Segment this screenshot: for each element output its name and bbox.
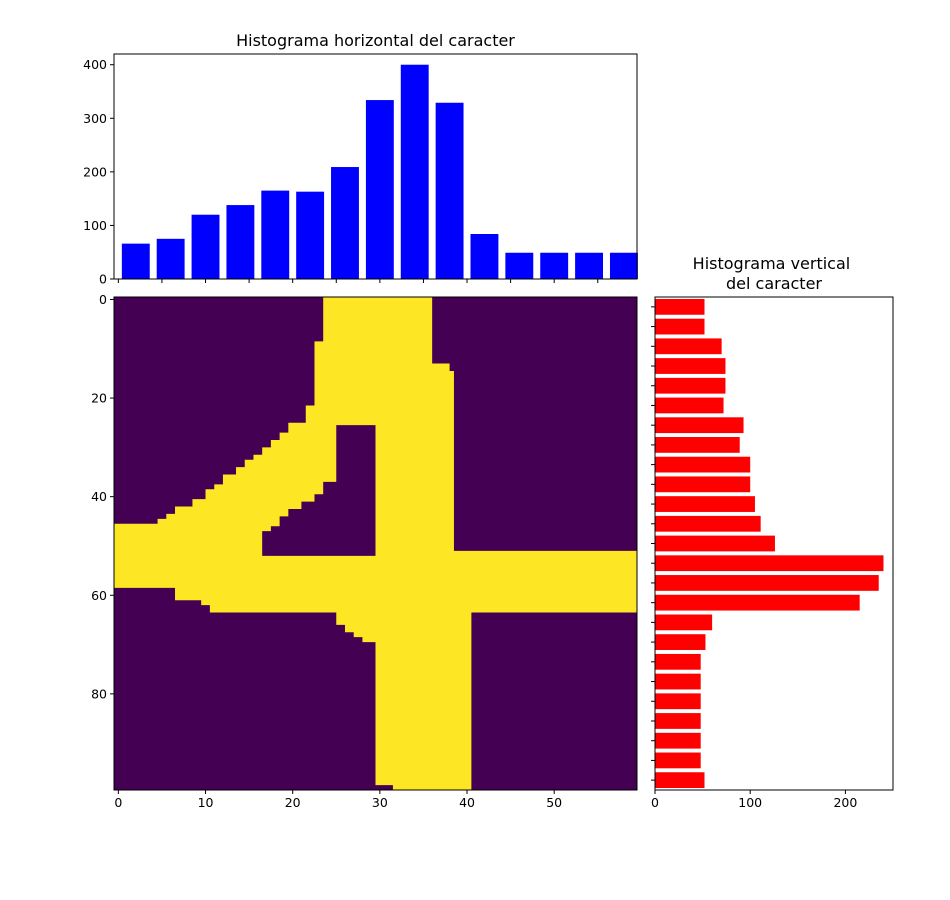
horizontal-histogram-bar (575, 252, 604, 279)
vertical-histogram-bar (655, 575, 879, 591)
vertical-histogram-bar (655, 653, 701, 670)
image-y-ticks: 0 20 40 60 80 (91, 292, 114, 701)
x-tick-label: 30 (372, 795, 388, 810)
vertical-histogram-title: Histograma vertical del caracter (693, 254, 856, 293)
horizontal-histogram-bar (609, 252, 638, 279)
y-tick-label: 60 (91, 588, 107, 603)
vertical-histogram-bar (655, 397, 724, 414)
vertical-histogram-bar (655, 693, 701, 710)
vertical-histogram: Histograma vertical del caracter 0 100 200 (651, 254, 894, 810)
vertical-histogram-bar (655, 752, 701, 769)
horizontal-histogram-bar (331, 167, 359, 279)
horizontal-histogram-bar (470, 234, 499, 279)
horizontal-histogram: Histograma horizontal del caracter 0 100 2… (83, 31, 638, 287)
horizontal-histogram-bar (121, 243, 150, 279)
vertical-histogram-bars (655, 298, 884, 789)
horizontal-histogram-bar (156, 238, 185, 279)
vertical-histogram-bar (655, 713, 701, 729)
image-x-ticks: 0 10 20 30 40 50 (114, 790, 562, 810)
x-tick-label: 200 (833, 795, 857, 810)
horizontal-histogram-bars (121, 64, 638, 279)
vertical-histogram-bar (655, 298, 705, 315)
vertical-histogram-bar (655, 634, 706, 650)
vertical-histogram-bar (655, 417, 744, 434)
y-tick-label: 100 (83, 218, 107, 233)
vertical-histogram-bar (655, 594, 860, 611)
vertical-histogram-bar (655, 377, 726, 394)
character-image-raster (114, 297, 637, 790)
horizontal-histogram-bar (365, 100, 394, 279)
vertical-histogram-bar (655, 555, 884, 572)
vertical-histogram-title-line-1: Histograma vertical (693, 254, 851, 273)
horizontal-histogram-y-ticks: 0 100 200 300 400 (83, 57, 114, 287)
horizontal-histogram-title: Histograma horizontal del caracter (236, 31, 515, 50)
vertical-histogram-bar (655, 732, 701, 749)
vertical-histogram-bar (655, 535, 775, 552)
vertical-histogram-title-line-2: del caracter (726, 274, 822, 293)
horizontal-histogram-bar (505, 252, 534, 279)
vertical-histogram-bar (655, 496, 755, 512)
vertical-histogram-bar (655, 614, 713, 631)
horizontal-histogram-bar (540, 252, 569, 279)
vertical-histogram-bar (655, 772, 705, 789)
image-digit-4-pixels (114, 297, 637, 790)
y-tick-label: 300 (83, 111, 107, 126)
vertical-histogram-bar (655, 338, 722, 355)
y-tick-label: 80 (91, 686, 107, 701)
horizontal-histogram-bar (296, 191, 325, 279)
vertical-histogram-frame (654, 296, 894, 791)
y-tick-label: 0 (99, 292, 107, 307)
horizontal-histogram-bar (226, 205, 255, 279)
x-tick-label: 10 (198, 795, 214, 810)
horizontal-histogram-bar (191, 214, 220, 279)
horizontal-histogram-x-ticks (117, 279, 599, 283)
vertical-histogram-bar (655, 456, 751, 473)
vertical-histogram-y-ticks (651, 306, 655, 781)
x-tick-label: 0 (651, 795, 659, 810)
x-tick-label: 100 (738, 795, 762, 810)
vertical-histogram-bar (655, 515, 761, 532)
vertical-histogram-bar (655, 673, 701, 690)
y-tick-label: 200 (83, 164, 107, 179)
y-tick-label: 0 (99, 272, 107, 287)
y-tick-label: 20 (91, 391, 107, 406)
y-tick-label: 400 (83, 57, 107, 72)
horizontal-histogram-bar (435, 102, 464, 279)
vertical-histogram-bar (655, 476, 751, 493)
vertical-histogram-bar (655, 358, 726, 374)
character-image: 0 10 20 30 40 50 0 20 40 60 80 (91, 292, 638, 810)
x-tick-label: 50 (546, 795, 562, 810)
horizontal-histogram-bar (261, 190, 290, 279)
vertical-histogram-x-ticks: 0 100 200 (651, 790, 857, 810)
vertical-histogram-bar (655, 318, 705, 335)
y-tick-label: 40 (91, 489, 107, 504)
horizontal-histogram-frame (113, 53, 638, 280)
x-tick-label: 0 (114, 795, 122, 810)
x-tick-label: 20 (285, 795, 301, 810)
vertical-histogram-bar (655, 437, 740, 453)
x-tick-label: 40 (459, 795, 475, 810)
horizontal-histogram-bar (400, 64, 429, 279)
image-frame (113, 296, 638, 791)
